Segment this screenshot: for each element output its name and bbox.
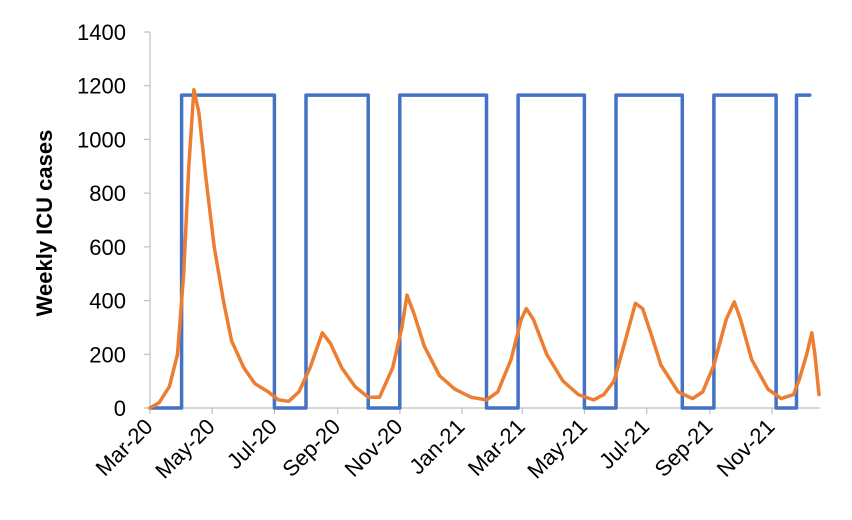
series-layer [148,87,821,410]
x-tick-label: Mar-20 [91,414,158,481]
y-tick-label: 1200 [77,74,126,99]
y-tick-label: 0 [114,396,126,421]
icu-cases-line [148,87,821,410]
y-tick-label: 800 [89,181,126,206]
y-tick-label: 1000 [77,127,126,152]
x-tick-label: Jul-20 [222,414,282,474]
x-tick-label: Nov-20 [340,414,408,482]
x-tick-label: Jan-21 [404,414,469,479]
x-tick-label: Sep-20 [277,414,345,482]
y-tick-label: 1400 [77,20,126,45]
x-tick-label: May-20 [150,414,220,484]
x-tick-label: Nov-21 [712,414,780,482]
y-tick-label: 200 [89,342,126,367]
intervention-step-line [148,93,812,410]
y-axis-ticks: 0 200 400 600 800 1000 1200 1400 [77,20,150,421]
y-axis-title: Weekly ICU cases [32,130,57,317]
y-tick-label: 400 [89,289,126,314]
x-tick-label: Mar-21 [463,414,530,481]
x-tick-label: Jul-21 [594,414,654,474]
y-tick-label: 600 [89,235,126,260]
y-axis-title-group: Weekly ICU cases [32,130,57,317]
x-tick-label: May-21 [522,414,592,484]
x-tick-label: Sep-21 [650,414,718,482]
